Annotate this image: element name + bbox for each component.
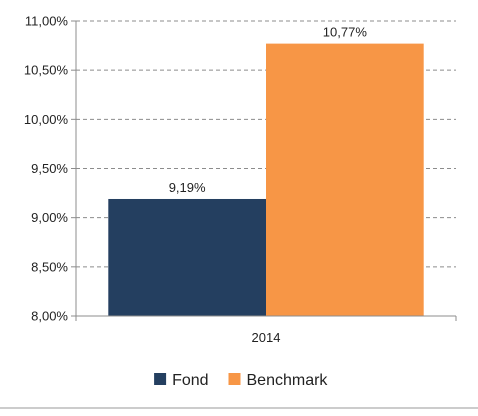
y-tick-label: 8,00%	[31, 309, 68, 324]
bar-benchmark	[266, 43, 424, 316]
data-label-fond: 9,19%	[169, 180, 206, 195]
legend-swatch-benchmark	[228, 373, 241, 385]
data-labels: 9,19% 10,77%	[169, 25, 368, 195]
x-tick-label: 2014	[252, 330, 281, 345]
data-label-benchmark: 10,77%	[323, 25, 368, 40]
y-tick-label: 8,50%	[31, 259, 68, 274]
axes	[71, 20, 457, 321]
y-tick-label: 9,50%	[31, 161, 68, 176]
bar-fond	[108, 198, 266, 316]
legend-label-benchmark: Benchmark	[247, 372, 329, 389]
legend-swatch-fond	[154, 373, 167, 385]
bars	[108, 43, 424, 316]
legend: Fond Benchmark	[154, 372, 328, 389]
y-tick-label: 10,00%	[24, 112, 69, 127]
y-axis-tick-labels: 8,00% 8,50% 9,00% 9,50% 10,00% 10,50% 11,00%	[24, 14, 69, 324]
legend-label-fond: Fond	[172, 372, 208, 389]
y-tick-label: 10,50%	[24, 63, 69, 78]
y-tick-label: 11,00%	[25, 14, 69, 29]
x-axis-tick-labels: 2014	[252, 330, 281, 345]
y-tick-label: 9,00%	[31, 210, 68, 225]
